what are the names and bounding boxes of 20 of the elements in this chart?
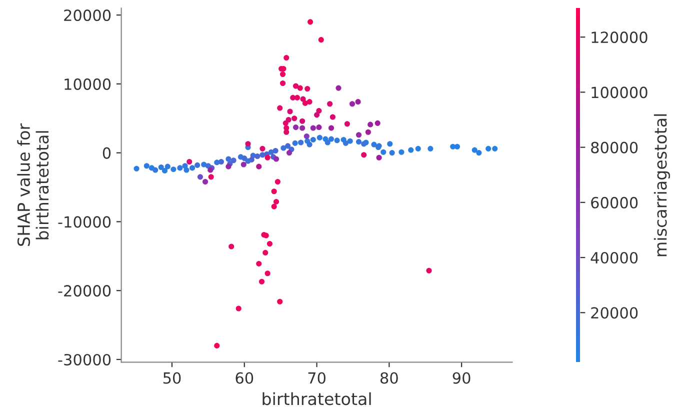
y-tick-label: -30000 — [58, 354, 111, 366]
color-bar-label: 40000 — [590, 252, 638, 264]
color-bar-label: 100000 — [592, 86, 648, 98]
color-bar-label: 20000 — [591, 307, 638, 319]
color-bar-title: miscarriagestotal — [654, 114, 670, 256]
x-tick-label: 70 — [308, 372, 326, 384]
x-tick-label: 50 — [163, 372, 181, 384]
y-axis-title: SHAP value for birthratetotal — [17, 123, 49, 246]
y-tick-label: 0 — [102, 147, 111, 159]
x-axis-title: birthratetotal — [262, 392, 371, 406]
color-bar-label: 120000 — [592, 32, 648, 44]
x-tick-label: 60 — [236, 372, 254, 384]
y-tick-label: 10000 — [64, 78, 111, 90]
x-tick-label: 90 — [452, 372, 470, 384]
color-bar-label: 80000 — [591, 142, 638, 154]
y-tick-label: 20000 — [64, 9, 111, 22]
color-bar-label: 60000 — [591, 196, 638, 208]
y-tick-label: -10000 — [58, 216, 111, 228]
y-tick-label: -20000 — [58, 285, 111, 297]
x-tick-label: 80 — [380, 372, 398, 384]
